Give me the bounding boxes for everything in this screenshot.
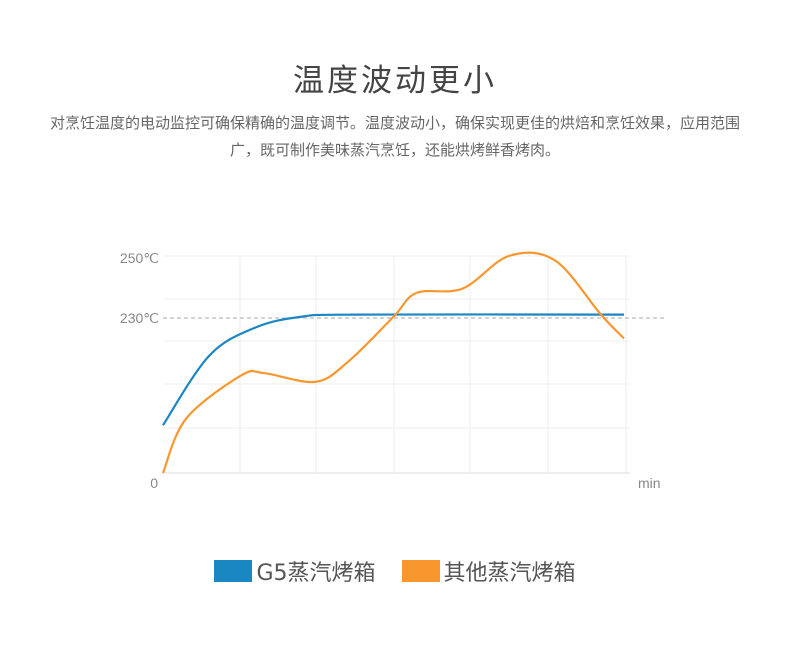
chart-legend: G5蒸汽烤箱 其他蒸汽烤箱 — [0, 555, 790, 587]
x-axis-label: min — [638, 475, 661, 491]
series-line-other — [161, 251, 625, 474]
legend-swatch-other — [401, 560, 440, 582]
legend-label-other: 其他蒸汽烤箱 — [443, 561, 576, 586]
page-description: 对烹饪温度的电动监控可确保精确的温度调节。温度波动小，确保实现更佳的烘焙和烹饪效… — [50, 114, 741, 159]
legend-label-g5: G5蒸汽烤箱 — [256, 561, 376, 586]
series-layer — [161, 251, 625, 474]
y-tick-label-250: 250℃ — [120, 250, 159, 266]
chart-grid — [163, 255, 630, 473]
legend-item-g5: G5蒸汽烤箱 — [214, 555, 376, 587]
page-title: 温度波动更小 — [293, 63, 497, 99]
legend-item-other: 其他蒸汽烤箱 — [401, 555, 576, 587]
y-tick-label-0: 0 — [150, 475, 158, 491]
series-line-g5 — [162, 313, 625, 426]
temperature-chart: 250℃ 230℃ 0 min — [120, 250, 665, 491]
y-tick-label-230: 230℃ — [120, 310, 159, 326]
legend-swatch-g5 — [214, 560, 253, 582]
